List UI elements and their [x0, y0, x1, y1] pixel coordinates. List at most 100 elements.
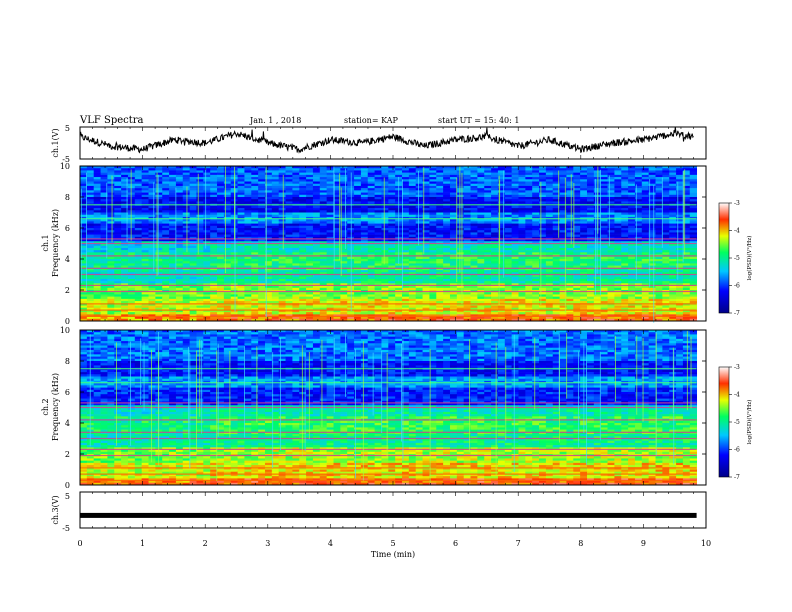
spectrogram-cell: [436, 281, 444, 284]
spectrogram-cell: [189, 267, 197, 271]
spectrogram-cell: [621, 236, 629, 240]
spectrogram-cell: [278, 234, 286, 238]
spectrogram-cell: [539, 183, 547, 187]
spectrogram-cell: [141, 192, 149, 196]
spectrogram-cell: [107, 272, 115, 275]
spectrogram-cell: [662, 223, 670, 227]
spectrogram-cell: [682, 199, 691, 202]
spectrogram-cell: [559, 188, 567, 191]
spectrogram-cell: [634, 199, 643, 202]
spectrogram-cell: [456, 239, 465, 242]
spectrogram-cell: [162, 252, 170, 255]
spectrogram-cell: [607, 274, 615, 278]
spectrogram-cell: [271, 232, 280, 235]
spectrogram-cell: [217, 256, 225, 260]
spectrogram-cell: [360, 256, 369, 260]
spectrogram-cell: [511, 239, 519, 242]
spectrogram-cell: [580, 261, 588, 264]
spectrogram-cell: [86, 225, 95, 229]
spectrogram-cell: [148, 232, 156, 235]
spectrogram-cell: [586, 247, 595, 251]
spectrogram-cell: [436, 212, 444, 216]
spectrogram-cell: [388, 181, 396, 185]
spectrogram-cell: [518, 225, 526, 229]
spectrogram-cell: [682, 181, 691, 185]
spectrogram-cell: [600, 247, 608, 251]
spectrogram-cell: [422, 225, 430, 229]
spectrogram-cell: [162, 197, 170, 200]
spectrogram-cell: [388, 232, 396, 235]
spectrogram-cell: [93, 228, 101, 231]
spectrogram-cell: [258, 236, 266, 240]
spectrogram-cell: [203, 247, 211, 251]
spectrogram-cell: [312, 197, 321, 200]
spectrogram-cell: [669, 192, 677, 196]
spectrogram-cell: [539, 205, 547, 209]
spectrogram-cell: [312, 285, 321, 289]
spectrogram-cell: [600, 285, 608, 289]
spectrogram-cell: [463, 281, 471, 284]
spectrogram-cell: [545, 174, 554, 178]
spectrogram-cell: [93, 181, 101, 185]
spectrogram-cell: [443, 208, 451, 211]
spectrogram-cell: [134, 166, 143, 169]
spectrogram-cell: [285, 261, 293, 264]
spectrogram-cell: [148, 188, 156, 191]
spectrogram-cell: [422, 243, 430, 247]
spectrogram-cell: [340, 243, 348, 247]
spectrogram-cell: [655, 252, 663, 255]
spectrogram-cell: [395, 174, 403, 178]
spectrogram-cell: [278, 225, 286, 229]
spectrogram-cell: [470, 241, 478, 244]
spectrogram-cell: [586, 170, 595, 173]
spectrogram-cell: [449, 205, 458, 209]
spectrogram-cell: [196, 274, 204, 278]
spectrogram-cell: [333, 185, 341, 189]
spectrogram-cell: [443, 274, 451, 278]
spectrogram-cell: [634, 205, 643, 209]
spectrogram-cell: [93, 274, 101, 278]
spectrogram-cell: [491, 205, 499, 209]
spectrogram-cell: [518, 181, 526, 185]
spectrogram-cell: [299, 259, 307, 262]
spectrogram-cell: [333, 177, 341, 180]
spectrogram-cell: [189, 166, 197, 169]
spectrogram-cell: [374, 261, 382, 264]
spectrogram-cell: [484, 210, 492, 213]
spectrogram-cell: [367, 247, 375, 251]
spectrogram-cell: [443, 190, 451, 193]
spectrogram-cell: [127, 247, 136, 251]
spectrogram-cell: [114, 236, 122, 240]
spectrogram-cell: [614, 194, 622, 198]
spectrogram-cell: [621, 212, 629, 216]
spectrogram-cell: [436, 285, 444, 289]
spectrogram-cell: [169, 276, 177, 280]
spectrogram-cell: [600, 267, 608, 271]
spectrogram-cell: [312, 192, 321, 196]
spectrogram-cell: [100, 221, 108, 224]
spectrogram-cell: [114, 221, 122, 224]
spectrogram-cell: [662, 243, 670, 247]
spectrogram-cell: [484, 168, 492, 171]
spectrogram-cell: [449, 281, 458, 284]
spectrogram-cell: [628, 225, 636, 229]
spectrogram-cell: [682, 267, 691, 271]
spectrogram-cell: [422, 214, 430, 218]
spectrogram-cell: [312, 210, 321, 213]
spectrogram-cell: [223, 276, 232, 280]
spectrogram-cell: [573, 256, 581, 260]
spectrogram-cell: [545, 247, 554, 251]
spectrogram-cell: [381, 270, 389, 273]
spectrogram-cell: [408, 270, 417, 273]
spectrogram-cell: [169, 210, 177, 213]
spectrogram-cell: [614, 276, 622, 280]
spectrogram-cell: [669, 250, 677, 253]
spectrogram-cell: [600, 214, 608, 218]
spectrogram-cell: [497, 263, 506, 266]
spectrogram-cell: [573, 192, 581, 196]
spectrogram-cell: [223, 170, 232, 173]
spectrogram-cell: [532, 170, 540, 173]
spectrogram-cell: [155, 177, 163, 180]
spectrogram-cell: [449, 228, 458, 231]
spectrogram-cell: [312, 239, 321, 242]
